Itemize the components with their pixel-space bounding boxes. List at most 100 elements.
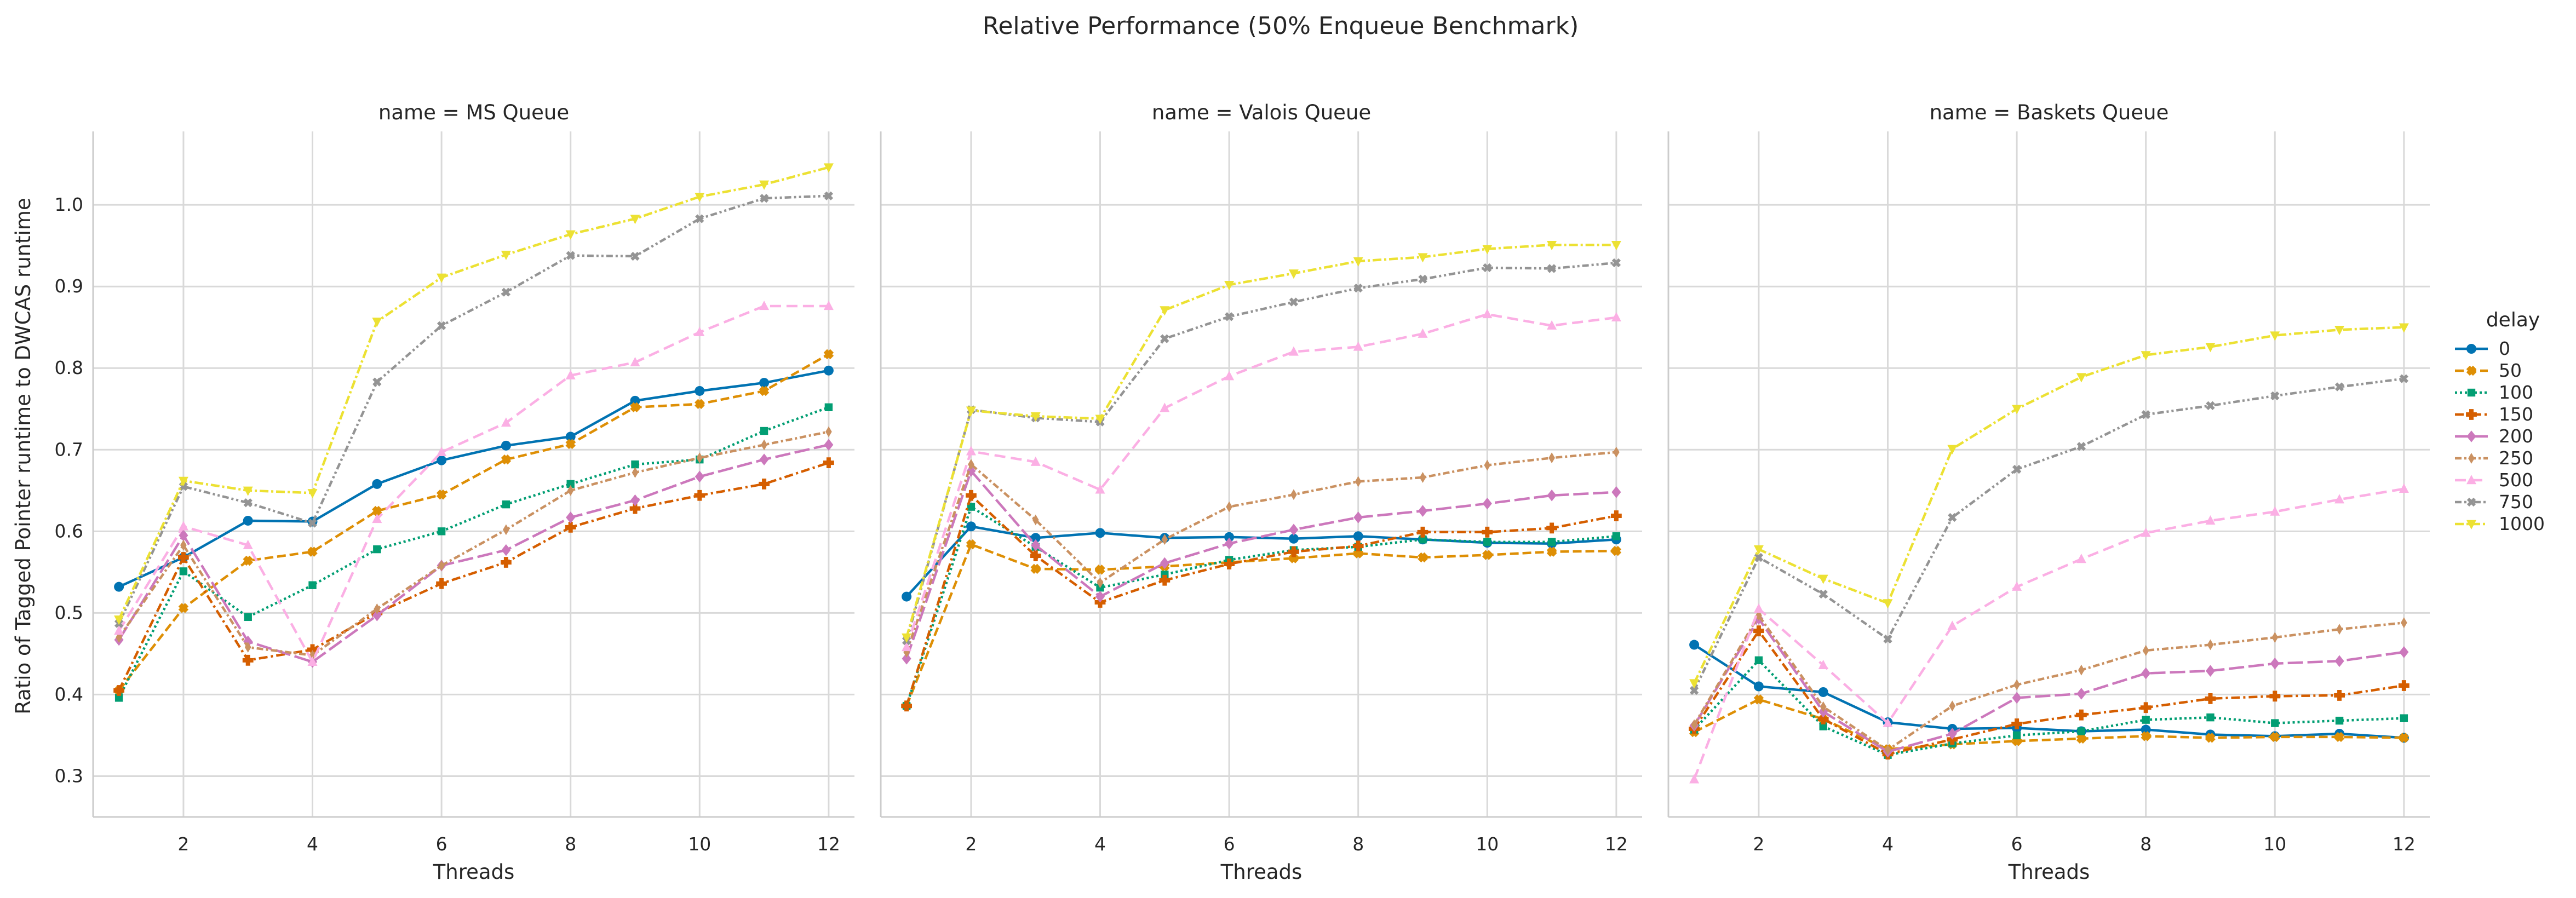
data-point [308,519,317,528]
data-point [2270,506,2280,516]
data-point [178,476,188,486]
legend-label: 200 [2499,425,2533,447]
data-point [503,524,509,536]
data-point [501,544,511,556]
data-point [567,485,574,496]
data-point [1753,625,1764,637]
data-point [565,370,576,379]
data-point [2270,391,2280,401]
data-point [2270,331,2280,341]
x-tick-label: 8 [565,833,576,855]
data-point [2077,727,2086,735]
data-point [2399,374,2409,383]
data-point [1547,538,1556,546]
data-point [1224,371,1235,381]
data-point [1353,531,1363,542]
series-delay-500 [902,308,1621,652]
data-point [2334,732,2345,742]
data-point [1482,526,1493,538]
legend-marker [2466,365,2477,376]
legend-label: 0 [2499,338,2510,359]
data-point [1883,599,1893,609]
data-point [902,591,912,602]
data-point [372,318,382,327]
data-point [372,514,382,523]
data-point [1032,514,1039,526]
data-point [1097,577,1104,589]
legend-label: 50 [2499,360,2522,381]
legend-label: 750 [2499,491,2533,513]
data-point [2205,343,2216,353]
data-point [1754,552,1764,562]
data-point [2205,693,2216,704]
data-point [695,399,705,410]
data-point [1161,534,1168,545]
panel-title: name = Baskets Queue [1930,101,2169,124]
series-line [905,261,1617,641]
legend-label: 500 [2499,469,2533,491]
series-line [118,406,829,699]
y-tick-label: 1.0 [55,194,83,215]
data-point [1418,253,1428,263]
data-point [501,287,511,297]
data-point [1288,269,1299,279]
series-line [1693,487,2405,780]
series-line [905,494,1617,706]
legend-entry: 1000 [2455,513,2545,534]
series-line [118,461,829,691]
data-point [1288,553,1299,563]
data-point [1884,744,1891,756]
data-point [1353,257,1363,267]
data-point [2334,494,2345,504]
series-line [1693,617,2405,753]
y-tick-label: 0.4 [55,683,83,705]
data-point [968,459,974,470]
x-tick-label: 12 [1605,833,1628,855]
x-tick-label: 6 [1224,833,1235,855]
data-point [1160,334,1169,343]
data-point [1547,320,1557,330]
data-point [372,609,382,621]
data-point [2271,719,2279,727]
data-point [1352,540,1364,552]
data-point [1546,546,1557,557]
series-delay-50 [113,349,834,696]
data-point [2076,442,2086,451]
series-delay-500 [114,301,834,666]
legend-entry: 200 [2455,425,2533,447]
data-point [694,490,705,501]
data-point [2336,624,2343,635]
data-point [759,180,770,190]
data-point [2012,464,2022,474]
facet-panel: name = Baskets Queue 2 4 6 8 10 12 Threads [1667,101,2430,884]
data-point [1611,486,1621,498]
series-line [905,505,1617,706]
data-point [114,582,124,592]
y-tick-label: 0.3 [55,765,83,786]
data-point [632,467,639,478]
data-point [1611,258,1621,268]
series-delay-250 [1691,609,2407,756]
x-tick-label: 2 [1753,833,1764,855]
data-point [501,417,511,427]
data-point [2334,655,2344,667]
data-point [823,349,834,360]
data-point [178,603,189,613]
data-point [1482,497,1492,510]
data-point [372,505,382,516]
data-point [307,644,318,655]
data-point [2076,554,2086,563]
legend-marker [2466,497,2476,507]
data-point [966,446,976,456]
data-point [2075,709,2087,721]
data-point [1689,640,1700,650]
facet-panel: name = Valois Queue 2 4 6 8 10 12 Threads [880,101,1642,884]
legend-entry: 100 [2455,382,2533,403]
data-point [2334,690,2345,701]
series-line [905,451,1617,653]
data-point [630,215,640,225]
data-point [630,251,640,261]
legend-entry: 500 [2455,469,2533,491]
data-point [2400,714,2408,722]
data-point [966,539,977,550]
